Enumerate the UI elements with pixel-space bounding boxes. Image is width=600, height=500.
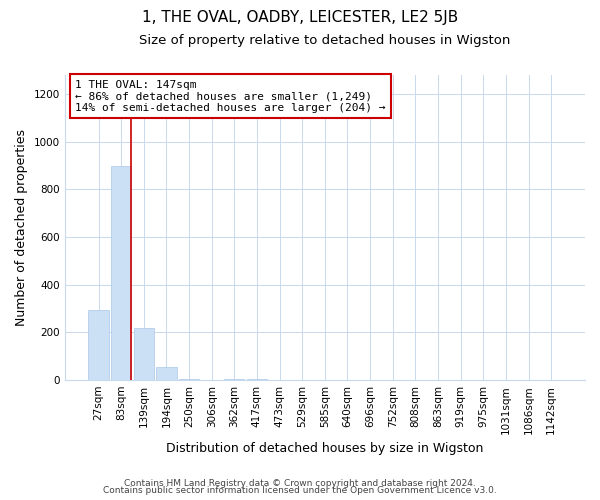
Bar: [156, 367, 176, 380]
Text: Contains public sector information licensed under the Open Government Licence v3: Contains public sector information licen…: [103, 486, 497, 495]
Bar: [88, 310, 109, 380]
Bar: [134, 328, 154, 380]
Title: Size of property relative to detached houses in Wigston: Size of property relative to detached ho…: [139, 34, 511, 48]
X-axis label: Distribution of detached houses by size in Wigston: Distribution of detached houses by size …: [166, 442, 484, 455]
Bar: [247, 379, 267, 380]
Bar: [111, 166, 131, 380]
Text: 1, THE OVAL, OADBY, LEICESTER, LE2 5JB: 1, THE OVAL, OADBY, LEICESTER, LE2 5JB: [142, 10, 458, 25]
Text: 1 THE OVAL: 147sqm
← 86% of detached houses are smaller (1,249)
14% of semi-deta: 1 THE OVAL: 147sqm ← 86% of detached hou…: [75, 80, 386, 113]
Y-axis label: Number of detached properties: Number of detached properties: [15, 129, 28, 326]
Bar: [179, 379, 199, 380]
Text: Contains HM Land Registry data © Crown copyright and database right 2024.: Contains HM Land Registry data © Crown c…: [124, 478, 476, 488]
Bar: [224, 379, 244, 380]
